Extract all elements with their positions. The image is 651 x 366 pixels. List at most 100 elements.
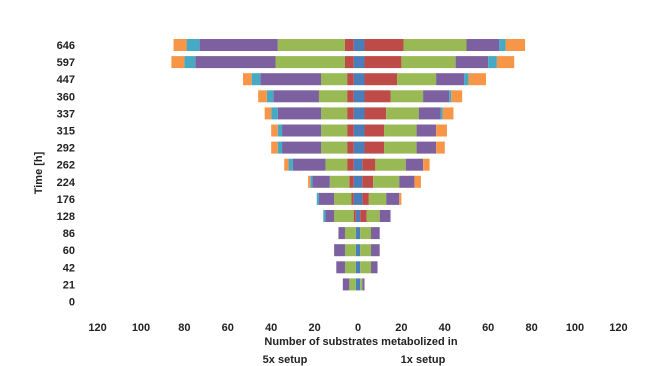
bar-left-21-s0: [355, 278, 358, 291]
x-tick-label: 120: [88, 322, 106, 334]
bar-left-42-s0: [355, 261, 358, 274]
bar-left-42-s2: [344, 261, 356, 274]
bar-left-292-s2: [321, 141, 348, 154]
bar-right-360-s2: [390, 90, 424, 103]
bar-left-337-s4: [271, 107, 278, 120]
bar-right-224-s5: [414, 175, 421, 188]
bar-left-262-s0: [353, 158, 358, 171]
x-tick-label: 40: [265, 322, 277, 334]
bar-left-337-s0: [353, 107, 358, 120]
bar-left-86-s3: [338, 227, 345, 240]
bar-right-646-s1: [364, 39, 404, 51]
bar-left-60-s2: [344, 244, 356, 257]
bar-right-262-s1: [362, 158, 376, 171]
bar-left-21-s2: [349, 278, 356, 291]
bar-right-597-s1: [364, 56, 402, 69]
y-tick-label: 86: [63, 228, 75, 240]
bar-right-337-s1: [364, 107, 387, 120]
y-tick-label: 60: [63, 245, 75, 257]
bar-right-176-s0: [358, 192, 363, 205]
bar-right-646-s3: [466, 39, 500, 51]
bar-left-128-s1: [353, 210, 356, 222]
bar-right-597-s3: [455, 56, 489, 69]
bar-right-86-s3: [371, 227, 380, 240]
y-tick-label: 646: [57, 40, 75, 52]
bar-right-360-s3: [423, 90, 450, 103]
bar-left-646-s2: [277, 39, 345, 51]
bar-left-224-s5: [308, 175, 311, 188]
bar-left-86-s0: [355, 227, 358, 240]
bar-left-337-s1: [347, 107, 354, 120]
bar-right-360-s5: [451, 90, 463, 103]
bar-right-224-s0: [358, 175, 363, 188]
bar-left-224-s1: [349, 175, 354, 188]
bar-right-597-s2: [401, 56, 456, 69]
bar-left-597-s2: [275, 56, 345, 69]
bar-left-292-s3: [282, 141, 322, 154]
y-tick-label: 42: [63, 262, 75, 274]
bar-left-597-s3: [195, 56, 276, 69]
x-tick-label: 40: [439, 322, 451, 334]
x-tick-label: 100: [132, 322, 150, 334]
x-tick-label: 20: [395, 322, 407, 334]
bar-left-360-s2: [318, 90, 348, 103]
bar-left-646-s0: [353, 39, 358, 51]
bar-left-447-s2: [321, 73, 348, 86]
bar-right-447-s5: [468, 73, 487, 86]
bar-left-262-s3: [292, 158, 326, 171]
bar-left-315-s0: [353, 124, 358, 137]
x-tick-label: 20: [308, 322, 320, 334]
bar-left-360-s3: [273, 90, 319, 103]
bar-right-42-s2: [360, 261, 372, 274]
bar-left-646-s1: [344, 39, 354, 51]
bar-left-597-s4: [184, 56, 196, 69]
bar-left-360-s5: [258, 90, 267, 103]
bar-left-224-s0: [353, 175, 358, 188]
bar-left-176-s4: [316, 192, 319, 205]
bar-right-224-s1: [362, 175, 374, 188]
bar-right-224-s2: [373, 175, 400, 188]
bar-right-337-s2: [386, 107, 419, 120]
bar-left-292-s4: [277, 141, 283, 154]
bar-left-315-s4: [277, 124, 283, 137]
bar-right-21-s2: [360, 278, 363, 291]
bar-right-447-s4: [464, 73, 469, 86]
bar-left-224-s3: [312, 175, 330, 188]
bar-left-176-s2: [334, 192, 352, 205]
bar-left-224-s4: [310, 175, 313, 188]
x-tick-label: 120: [609, 322, 627, 334]
y-tick-label: 337: [57, 108, 75, 120]
x-tick-label: 100: [566, 322, 584, 334]
bar-left-597-s1: [344, 56, 354, 69]
x-tick-label: 60: [222, 322, 234, 334]
bar-right-176-s3: [386, 192, 400, 205]
bar-left-86-s2: [344, 227, 356, 240]
bar-right-292-s0: [358, 141, 365, 154]
bar-left-337-s2: [321, 107, 348, 120]
bar-right-176-s1: [362, 192, 369, 205]
bar-right-60-s3: [371, 244, 380, 257]
bar-right-315-s1: [364, 124, 385, 137]
bar-left-21-s3: [342, 278, 350, 291]
bar-left-262-s2: [325, 158, 348, 171]
bar-left-447-s1: [347, 73, 354, 86]
bar-left-60-s3: [334, 244, 345, 257]
bar-right-447-s3: [436, 73, 465, 86]
bar-left-128-s0: [355, 210, 358, 222]
y-tick-label: 128: [57, 211, 75, 223]
bar-right-224-s3: [399, 175, 415, 188]
bar-group: [171, 39, 526, 291]
bar-right-646-s5: [505, 39, 526, 51]
bar-right-646-s0: [358, 39, 365, 51]
y-tick-label: 224: [57, 177, 76, 189]
bar-left-597-s5: [171, 56, 185, 69]
bar-right-646-s4: [499, 39, 506, 51]
bar-right-86-s0: [358, 227, 361, 240]
bar-right-646-s2: [403, 39, 467, 51]
bar-left-360-s4: [266, 90, 274, 103]
bar-right-292-s1: [364, 141, 385, 154]
bar-right-597-s0: [358, 56, 365, 69]
y-tick-label: 21: [63, 279, 75, 291]
bar-right-337-s4: [440, 107, 443, 120]
